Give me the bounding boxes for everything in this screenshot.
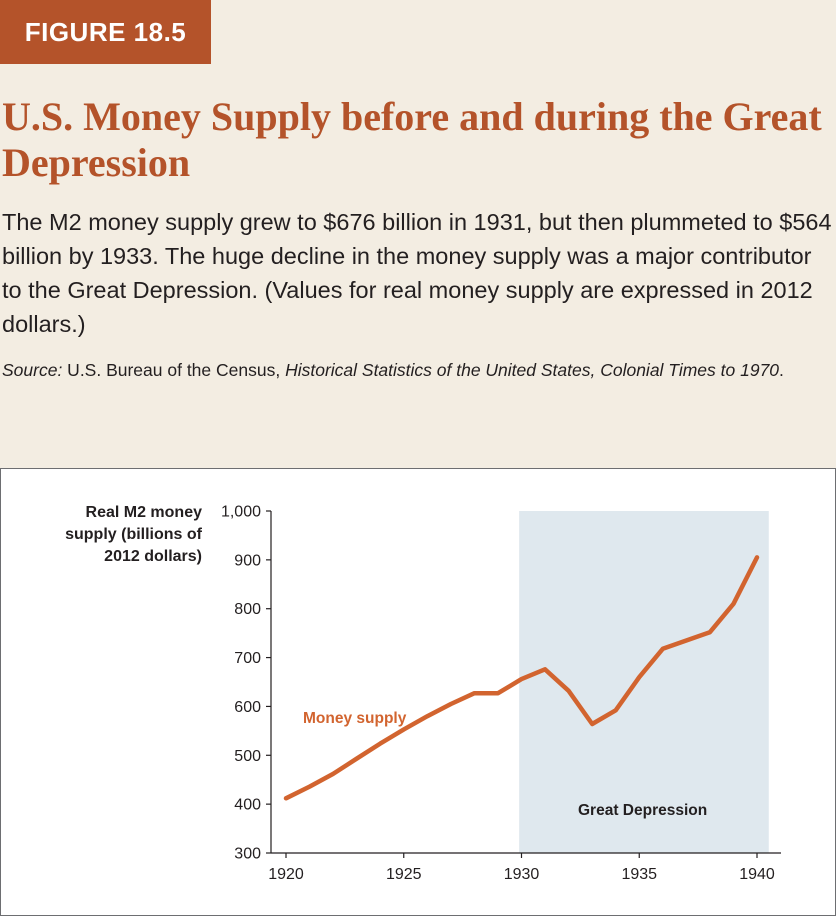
y-tick-label: 300 [234,846,261,863]
x-tick-label: 1930 [504,866,540,883]
y-tick-label: 400 [234,797,261,814]
x-tick-label: 1920 [268,866,304,883]
y-tick-label: 800 [234,601,261,618]
source-work: Historical Statistics of the United Stat… [285,360,780,380]
y-axis-label: Real M2 money supply (billions of 2012 d… [65,504,202,565]
label-layer: Money supply Great Depression [303,710,707,819]
y-tick-label: 700 [234,650,261,667]
figure-title: U.S. Money Supply before and during the … [2,94,822,185]
x-tick-label: 1935 [621,866,657,883]
y-tick-label: 600 [234,699,261,716]
axis-layer: 300 400 500 600 700 800 900 1,000 1920 1925 1930 19… [221,504,781,883]
source-suffix: . [779,360,784,380]
figure-source: Source: U.S. Bureau of the Census, Histo… [2,357,832,383]
great-depression-label: Great Depression [578,802,707,819]
source-agency: U.S. Bureau of the Census, [62,360,286,380]
figure-caption: The M2 money supply grew to $676 billion… [2,209,832,337]
y-tick-label: 900 [234,552,261,569]
y-tick-label: 500 [234,748,261,765]
x-tick-label: 1925 [386,866,422,883]
source-prefix: Source: [2,360,63,380]
x-tick-label: 1940 [739,866,775,883]
series-label-money-supply: Money supply [303,710,407,727]
y-tick-label: 1,000 [221,504,261,521]
figure-label: FIGURE 18.5 [0,0,211,64]
line-layer [283,555,760,801]
figure-header: FIGURE 18.5 U.S. Money Supply before and… [0,0,836,468]
